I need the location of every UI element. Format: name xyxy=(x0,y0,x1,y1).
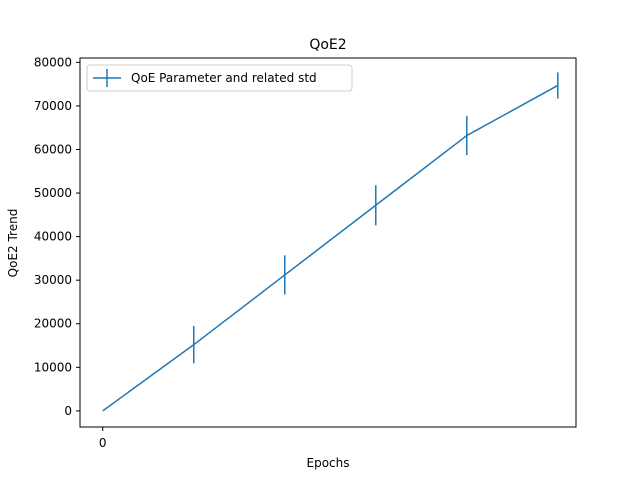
x-axis-ticks: 0 xyxy=(99,427,107,450)
y-tick-label: 50000 xyxy=(34,186,72,200)
x-axis-label: Epochs xyxy=(307,456,350,470)
legend-label: QoE Parameter and related std xyxy=(131,71,317,85)
y-tick-label: 80000 xyxy=(34,55,72,69)
chart-title: QoE2 xyxy=(309,37,346,53)
y-tick-label: 70000 xyxy=(34,99,72,113)
axes xyxy=(79,57,577,428)
legend: QoE Parameter and related std xyxy=(86,64,353,92)
y-tick-label: 30000 xyxy=(34,273,72,287)
y-tick-label: 40000 xyxy=(34,230,72,244)
plot-frame xyxy=(79,57,577,428)
series-line xyxy=(102,84,559,412)
y-tick-label: 20000 xyxy=(34,317,72,331)
y-axis-ticks: 0 10000 20000 30000 40000 50000 60000 70000 8000… xyxy=(34,55,80,418)
y-tick-label: 10000 xyxy=(34,360,72,374)
y-axis-label: QoE2 Trend xyxy=(6,209,20,278)
x-tick-label: 0 xyxy=(99,436,107,450)
y-tick-label: 0 xyxy=(64,404,72,418)
legend-box xyxy=(86,64,353,92)
y-tick-label: 60000 xyxy=(34,142,72,156)
series-layer xyxy=(102,72,559,412)
